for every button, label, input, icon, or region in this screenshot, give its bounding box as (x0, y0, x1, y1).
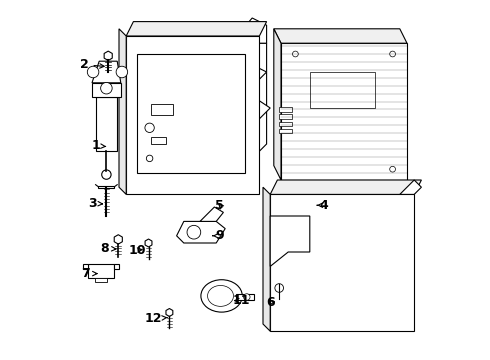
Polygon shape (231, 18, 267, 43)
Text: 6: 6 (266, 296, 274, 309)
Text: 4: 4 (317, 199, 329, 212)
Polygon shape (176, 221, 225, 243)
Text: 10: 10 (128, 244, 146, 257)
Polygon shape (119, 29, 126, 194)
Bar (310, 72, 374, 108)
Bar (279, 114, 292, 119)
Polygon shape (263, 187, 270, 331)
Circle shape (102, 170, 111, 179)
Polygon shape (270, 194, 414, 331)
Circle shape (145, 123, 154, 132)
Ellipse shape (208, 285, 233, 306)
Polygon shape (92, 61, 121, 83)
Polygon shape (104, 51, 112, 60)
Text: 7: 7 (81, 267, 97, 280)
Text: 11: 11 (233, 294, 250, 307)
Bar (279, 107, 292, 112)
Text: 9: 9 (213, 229, 224, 242)
Polygon shape (270, 180, 421, 194)
Polygon shape (126, 22, 267, 36)
Polygon shape (126, 36, 259, 194)
Bar (151, 104, 173, 115)
Polygon shape (114, 235, 122, 244)
Polygon shape (274, 29, 407, 43)
Polygon shape (83, 264, 88, 269)
Text: 2: 2 (80, 58, 104, 71)
Circle shape (244, 294, 250, 300)
Circle shape (293, 51, 298, 57)
Polygon shape (236, 294, 254, 300)
Polygon shape (231, 65, 267, 86)
Circle shape (87, 66, 99, 78)
Polygon shape (92, 83, 121, 97)
Polygon shape (270, 216, 310, 266)
Text: 1: 1 (91, 139, 106, 152)
Bar (279, 122, 292, 126)
Circle shape (214, 104, 229, 120)
Polygon shape (195, 43, 267, 194)
Circle shape (187, 225, 201, 239)
Bar (151, 137, 166, 144)
Polygon shape (166, 309, 173, 316)
Polygon shape (274, 29, 281, 180)
Ellipse shape (201, 280, 242, 312)
Polygon shape (200, 207, 223, 221)
Circle shape (100, 82, 112, 94)
Polygon shape (114, 264, 119, 269)
Polygon shape (238, 101, 270, 126)
Text: 12: 12 (145, 312, 168, 325)
Bar (279, 129, 292, 133)
Circle shape (390, 51, 395, 57)
Bar (95, 278, 107, 282)
Polygon shape (281, 43, 407, 180)
Bar (216, 151, 231, 158)
Polygon shape (88, 264, 114, 278)
Polygon shape (96, 97, 117, 151)
Text: 5: 5 (216, 199, 224, 212)
Circle shape (147, 155, 153, 162)
Circle shape (390, 166, 395, 172)
Text: 3: 3 (88, 197, 102, 210)
Polygon shape (400, 180, 421, 194)
Polygon shape (145, 239, 152, 247)
Bar (216, 137, 231, 144)
Text: 8: 8 (100, 242, 116, 255)
Circle shape (116, 66, 127, 78)
Polygon shape (98, 186, 114, 188)
Circle shape (275, 284, 284, 292)
